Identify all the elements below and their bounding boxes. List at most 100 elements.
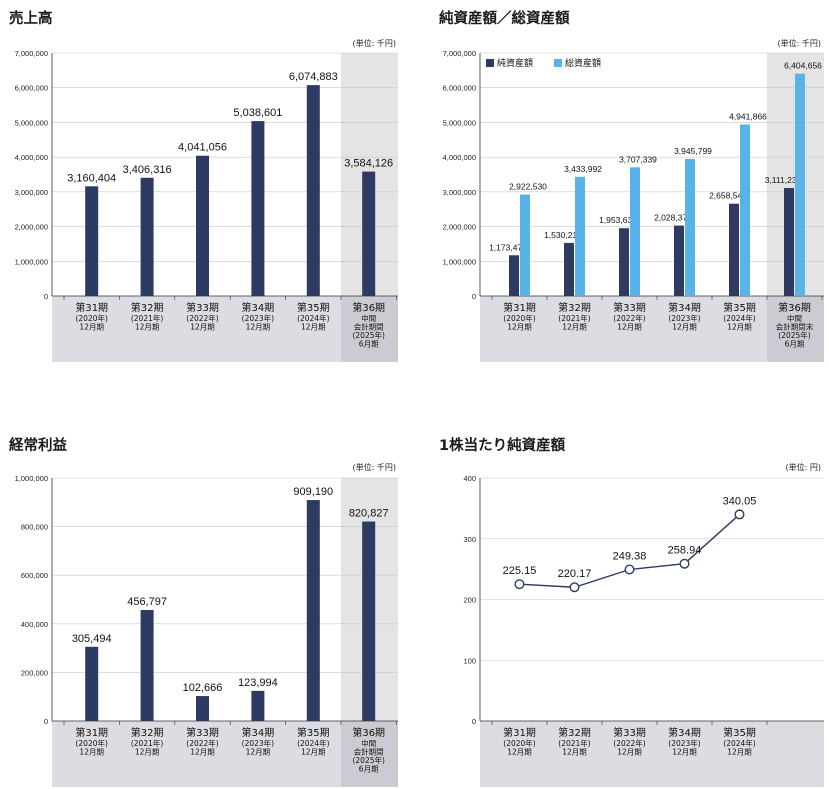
bar [795, 73, 805, 297]
bar [85, 646, 99, 721]
x-tick-sublabel: 12月期 [507, 748, 532, 757]
x-tick-sublabel: (2023年) [242, 738, 275, 748]
chart-title: 純資産額／総資産額 [439, 9, 570, 27]
highlight-band [341, 296, 398, 362]
data-label: 4,941,866 [729, 111, 767, 121]
x-tick-sublabel: (2021年) [131, 738, 164, 748]
x-axis-band [52, 721, 398, 787]
bar [251, 690, 265, 721]
x-tick-sublabel: (2021年) [558, 313, 591, 323]
x-axis-band [480, 721, 824, 787]
chart-title: 経常利益 [9, 436, 67, 454]
x-tick-sublabel: 12月期 [727, 748, 752, 757]
x-tick-sublabel: 6月期 [359, 765, 379, 774]
x-tick-label: 第36期 [352, 301, 385, 314]
x-tick-sublabel: (2023年) [668, 313, 701, 323]
y-tick-label: 3,000,000 [15, 188, 48, 197]
chart-3: 経常利益 (単位: 千円) 0 200,000 400,000 600,000 800,00… [9, 436, 398, 787]
bar [685, 159, 695, 296]
y-tick-label: 1,000,000 [443, 257, 476, 266]
x-tick-sublabel: 6月期 [359, 340, 379, 349]
x-tick-label: 第32期 [131, 726, 164, 739]
x-tick-sublabel: (2025年) [352, 330, 385, 340]
bar [740, 124, 750, 296]
unit-label: (単位: 円) [786, 462, 821, 472]
x-tick-sublabel: 12月期 [672, 323, 697, 332]
x-tick-sublabel: 会計期間末 [776, 322, 814, 332]
x-tick-sublabel: 中間 [787, 313, 802, 323]
bar [251, 121, 265, 296]
y-tick-label: 300 [463, 535, 476, 544]
x-tick-sublabel: 12月期 [727, 323, 752, 332]
data-label: 3,433,992 [564, 164, 602, 174]
x-tick-sublabel: (2024年) [723, 738, 756, 748]
data-label: 3,111,230 [765, 175, 802, 185]
y-tick-label: 200 [463, 596, 476, 605]
y-tick-label: 3,000,000 [443, 188, 476, 197]
y-tick-label: 6,000,000 [15, 84, 48, 93]
x-tick-label: 第34期 [242, 301, 275, 314]
legend-swatch [554, 59, 562, 67]
bar [619, 228, 629, 296]
y-tick-label: 0 [472, 292, 476, 301]
data-label: 3,584,126 [344, 158, 393, 170]
legend-swatch [486, 59, 494, 67]
x-tick-sublabel: 中間 [361, 738, 376, 748]
x-tick-sublabel: 12月期 [135, 748, 160, 757]
x-tick-sublabel: 12月期 [246, 748, 271, 757]
x-tick-label: 第33期 [186, 301, 219, 314]
x-tick-sublabel: 中間 [361, 313, 376, 323]
y-tick-label: 4,000,000 [443, 153, 476, 162]
bar [85, 186, 99, 296]
x-tick-sublabel: (2020年) [503, 738, 536, 748]
x-tick-sublabel: 12月期 [562, 323, 587, 332]
x-tick-label: 第32期 [558, 726, 591, 739]
data-point [734, 509, 745, 520]
bar [784, 187, 794, 296]
bar [520, 194, 530, 296]
data-label: 1,530,214 [544, 230, 582, 240]
x-tick-sublabel: 12月期 [617, 748, 642, 757]
highlight-band [767, 296, 824, 362]
x-tick-sublabel: 12月期 [79, 323, 104, 332]
data-label: 2,658,540 [709, 191, 747, 201]
y-tick-label: 2,000,000 [15, 223, 48, 232]
y-tick-label: 4,000,000 [15, 153, 48, 162]
x-tick-sublabel: 12月期 [301, 323, 326, 332]
data-label: 258.94 [668, 545, 702, 557]
bar [306, 85, 320, 296]
highlight-band [341, 721, 398, 787]
y-tick-label: 0 [472, 717, 476, 726]
data-label: 3,406,316 [123, 164, 172, 176]
y-tick-label: 600,000 [21, 571, 48, 580]
x-tick-sublabel: 12月期 [672, 748, 697, 757]
y-tick-label: 100 [463, 656, 476, 665]
legend-label: 純資産額 [497, 57, 533, 69]
data-label: 2,922,530 [509, 182, 547, 192]
x-tick-sublabel: (2021年) [131, 313, 164, 323]
x-tick-sublabel: 12月期 [190, 323, 215, 332]
x-tick-sublabel: (2020年) [75, 738, 108, 748]
x-tick-label: 第31期 [75, 726, 108, 739]
chart-2: 純資産額／総資産額 (単位: 千円) 0 1,000,000 2,000,000 3,00… [439, 9, 824, 362]
x-tick-sublabel: (2024年) [297, 313, 330, 323]
chart-title: 売上高 [9, 9, 53, 27]
bar [729, 203, 739, 296]
data-label: 1,953,634 [599, 215, 637, 225]
x-tick-label: 第34期 [668, 726, 701, 739]
data-label: 305,494 [72, 633, 112, 645]
x-tick-label: 第31期 [75, 301, 108, 314]
y-tick-label: 800,000 [21, 523, 48, 532]
bar [575, 176, 585, 296]
chart-1: 売上高 (単位: 千円) 0 1,000,000 2,000,000 3,000,000 4… [9, 9, 398, 362]
bar [362, 171, 376, 296]
data-label: 820,827 [349, 508, 389, 520]
x-tick-label: 第35期 [297, 301, 330, 314]
y-tick-label: 5,000,000 [443, 118, 476, 127]
bar [362, 521, 376, 721]
data-point [624, 564, 635, 575]
x-tick-sublabel: (2023年) [668, 738, 701, 748]
data-label: 3,945,799 [674, 146, 712, 156]
x-tick-label: 第36期 [778, 301, 811, 314]
x-tick-sublabel: (2024年) [723, 313, 756, 323]
